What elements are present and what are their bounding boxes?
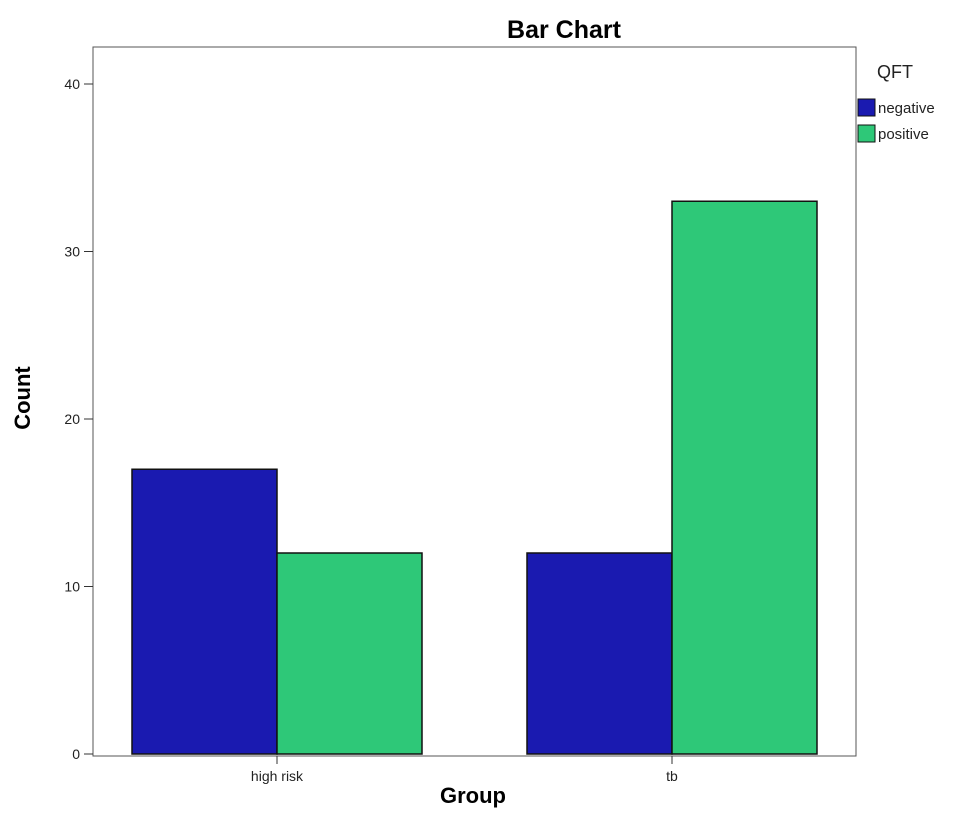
legend: QFT negative positive (857, 62, 935, 143)
y-tick-label: 0 (72, 746, 80, 762)
x-axis-title: Group (440, 783, 506, 808)
bar-negative-high-risk (131, 468, 278, 755)
y-axis-title: Count (10, 366, 35, 430)
y-tick-label: 20 (64, 411, 80, 427)
legend-label-negative: negative (878, 100, 935, 117)
bar-positive-tb (671, 200, 818, 755)
legend-label-positive: positive (878, 126, 929, 143)
x-tick-label: high risk (251, 768, 304, 784)
y-tick-label: 40 (64, 76, 80, 92)
y-tick-label: 30 (64, 244, 80, 260)
bar-positive-high-risk (276, 552, 423, 755)
bars (131, 200, 818, 755)
bar-negative-tb (526, 552, 673, 755)
legend-swatch-negative (857, 98, 876, 117)
axes: 0 10 20 30 40 high risk tb (64, 76, 678, 784)
chart-title: Bar Chart (507, 16, 622, 44)
y-tick-label: 10 (64, 579, 80, 595)
legend-swatch-positive (857, 124, 876, 143)
x-tick-label: tb (666, 768, 678, 784)
legend-title: QFT (877, 62, 913, 82)
